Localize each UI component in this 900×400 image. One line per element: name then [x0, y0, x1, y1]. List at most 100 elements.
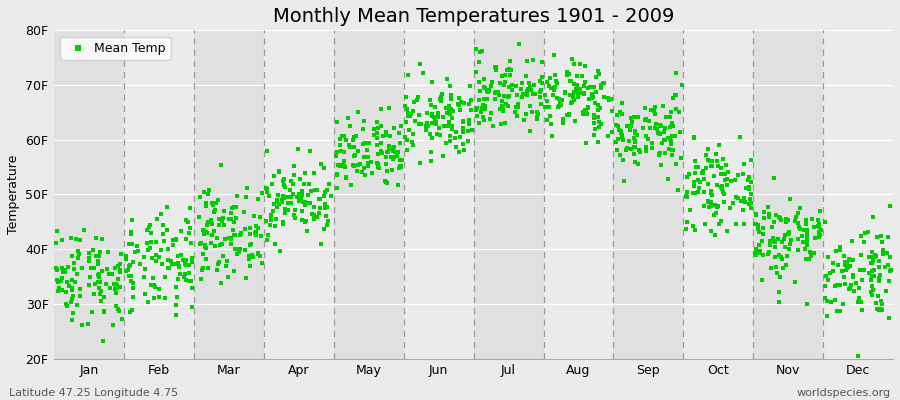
Point: [526, 56, 540, 63]
Point: [716, 155, 731, 162]
Point: [724, 178, 738, 184]
Point: [846, 257, 860, 263]
Point: [480, 88, 494, 94]
Point: [168, 236, 183, 243]
Point: [223, 216, 238, 222]
Point: [488, 95, 502, 102]
Point: [423, 102, 437, 108]
Point: [508, 109, 523, 115]
Point: [547, 86, 562, 93]
Point: [630, 114, 644, 120]
Point: [210, 235, 224, 241]
Point: [564, 56, 579, 62]
Point: [550, 80, 564, 86]
Point: [387, 144, 401, 150]
Point: [306, 212, 320, 218]
Point: [275, 178, 290, 185]
Point: [358, 172, 373, 178]
Point: [628, 143, 643, 150]
Point: [224, 235, 238, 242]
Point: [456, 128, 471, 135]
Point: [310, 214, 324, 220]
Point: [535, 59, 549, 65]
Point: [864, 277, 878, 283]
Point: [604, 96, 618, 102]
Point: [58, 268, 72, 275]
Point: [267, 222, 282, 229]
Point: [584, 91, 598, 97]
Point: [779, 216, 794, 222]
Point: [703, 188, 717, 194]
Point: [443, 133, 457, 139]
Point: [647, 104, 662, 110]
Point: [620, 122, 634, 129]
Point: [637, 105, 652, 111]
Point: [294, 192, 309, 198]
Point: [489, 63, 503, 70]
Point: [391, 149, 405, 156]
Point: [748, 250, 762, 256]
Point: [143, 239, 157, 246]
Point: [337, 133, 351, 139]
Point: [627, 138, 642, 144]
Point: [392, 156, 407, 163]
Point: [222, 235, 237, 241]
Point: [851, 294, 866, 301]
Point: [680, 192, 694, 199]
Point: [800, 242, 814, 248]
Point: [742, 196, 757, 202]
Point: [382, 133, 397, 139]
Point: [405, 130, 419, 137]
Point: [194, 276, 209, 282]
Point: [591, 118, 606, 125]
Point: [638, 148, 652, 154]
Point: [462, 117, 476, 123]
Point: [720, 181, 734, 188]
Point: [645, 145, 660, 151]
Point: [443, 111, 457, 118]
Point: [322, 181, 337, 188]
Bar: [544, 30, 614, 358]
Point: [234, 230, 248, 236]
Point: [436, 114, 451, 120]
Point: [200, 229, 214, 236]
Point: [813, 224, 827, 230]
Point: [763, 242, 778, 248]
Point: [482, 87, 497, 94]
Point: [425, 79, 439, 86]
Point: [438, 140, 453, 146]
Point: [742, 184, 757, 190]
Point: [276, 176, 291, 182]
Point: [484, 110, 499, 116]
Point: [871, 307, 886, 314]
Point: [386, 156, 400, 163]
Point: [367, 132, 382, 138]
Point: [433, 131, 447, 138]
Point: [853, 252, 868, 258]
Point: [605, 108, 619, 114]
Point: [864, 260, 878, 266]
Point: [508, 104, 523, 110]
Point: [428, 118, 443, 124]
Point: [81, 281, 95, 288]
Point: [112, 308, 126, 314]
Point: [871, 293, 886, 300]
Point: [497, 92, 511, 99]
Point: [781, 231, 796, 237]
Point: [709, 182, 724, 188]
Point: [184, 278, 198, 284]
Point: [820, 297, 834, 304]
Point: [253, 214, 267, 220]
Point: [714, 184, 728, 190]
Point: [416, 70, 430, 76]
Point: [704, 228, 718, 234]
Point: [140, 240, 154, 246]
Point: [420, 119, 435, 126]
Point: [832, 282, 847, 288]
Point: [873, 272, 887, 278]
Point: [214, 162, 229, 168]
Point: [874, 306, 888, 312]
Point: [239, 275, 254, 281]
Point: [243, 225, 257, 231]
Point: [272, 168, 286, 175]
